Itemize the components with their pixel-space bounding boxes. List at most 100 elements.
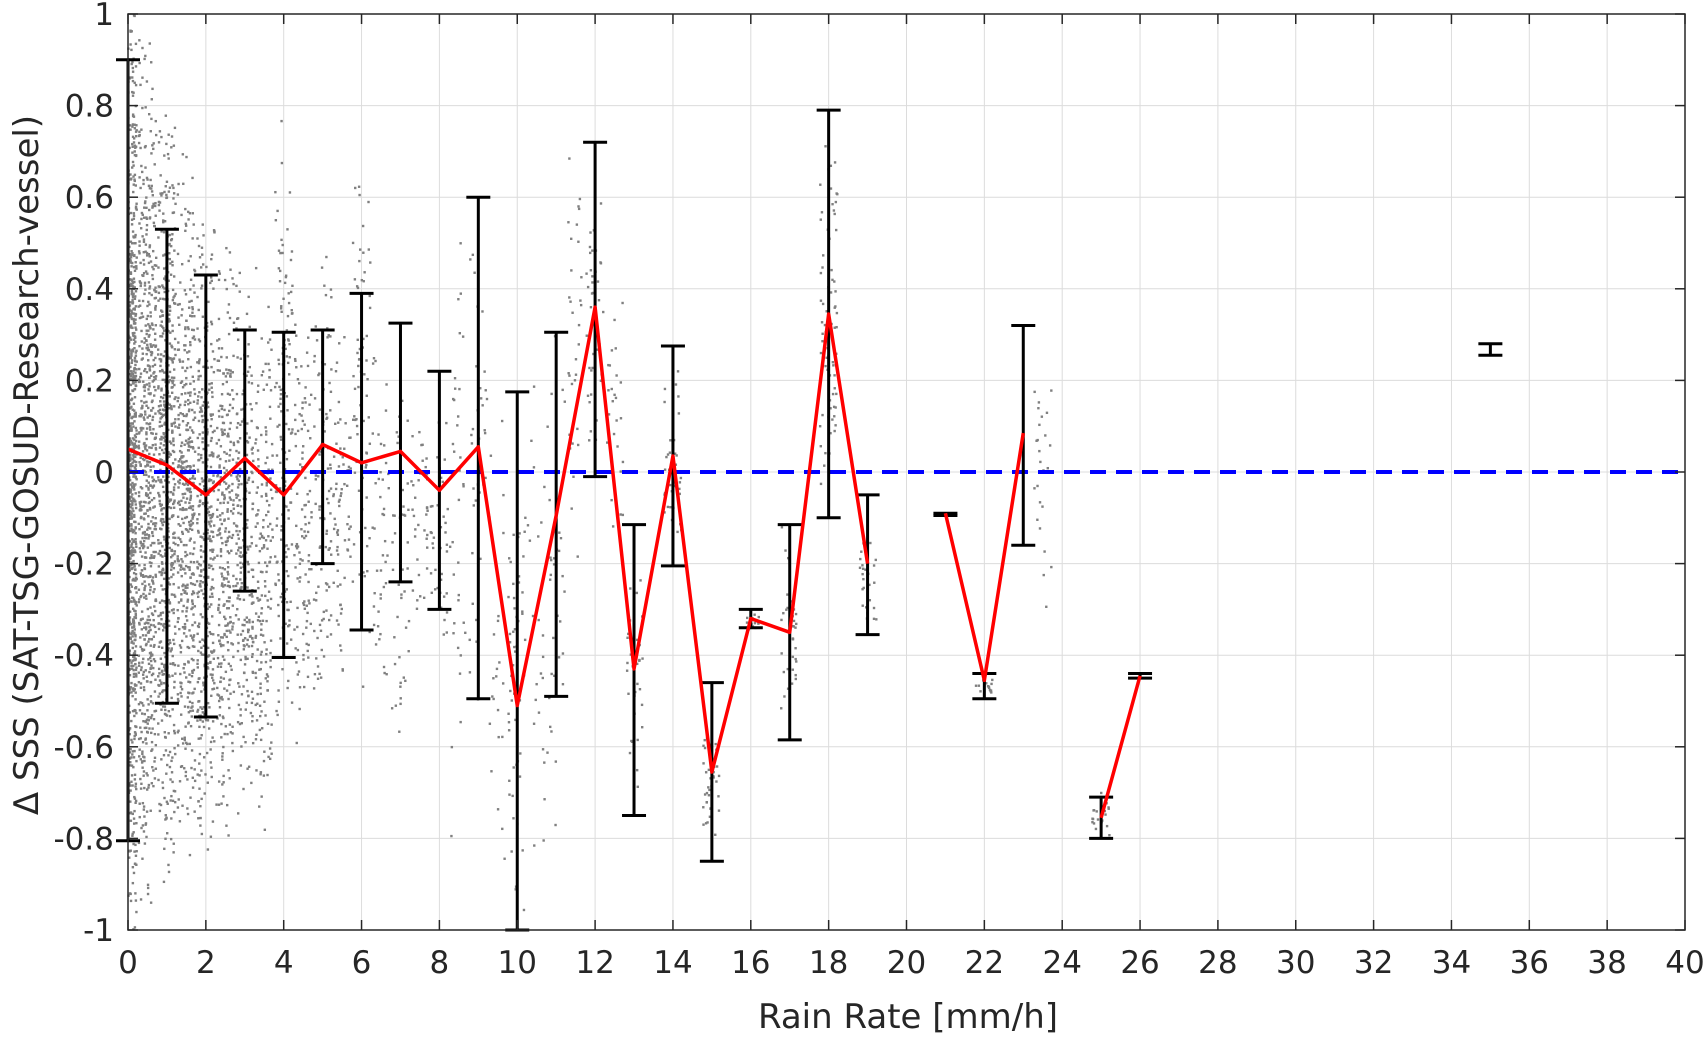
scatter-point: [236, 356, 238, 358]
scatter-point: [678, 412, 680, 414]
scatter-point: [365, 496, 367, 498]
scatter-point: [133, 521, 135, 523]
scatter-point: [342, 463, 344, 465]
scatter-point: [291, 701, 293, 703]
scatter-point: [153, 605, 155, 607]
scatter-point: [145, 401, 147, 403]
scatter-point: [180, 598, 182, 600]
scatter-point: [165, 194, 167, 196]
scatter-point: [142, 531, 144, 533]
scatter-point: [278, 267, 280, 269]
scatter-point: [134, 785, 136, 787]
scatter-point: [151, 542, 153, 544]
scatter-point: [385, 673, 387, 675]
scatter-point: [229, 777, 231, 779]
scatter-point: [197, 773, 199, 775]
scatter-point: [172, 493, 174, 495]
scatter-point: [232, 534, 234, 536]
scatter-point: [143, 564, 145, 566]
scatter-point: [150, 681, 152, 683]
scatter-point: [294, 566, 296, 568]
scatter-point: [132, 230, 134, 232]
scatter-point: [259, 550, 261, 552]
scatter-point: [192, 505, 194, 507]
scatter-point: [270, 389, 272, 391]
scatter-point: [278, 615, 280, 617]
scatter-point: [151, 766, 153, 768]
scatter-point: [202, 404, 204, 406]
scatter-point: [135, 783, 137, 785]
scatter-point: [588, 401, 590, 403]
scatter-point: [366, 378, 368, 380]
scatter-point: [135, 65, 137, 67]
scatter-point: [472, 487, 474, 489]
scatter-point: [184, 230, 186, 232]
scatter-point: [144, 501, 146, 503]
scatter-point: [549, 578, 551, 580]
scatter-point: [168, 518, 170, 520]
scatter-point: [508, 721, 510, 723]
scatter-point: [146, 731, 148, 733]
scatter-point: [144, 389, 146, 391]
scatter-point: [444, 458, 446, 460]
scatter-point: [834, 161, 836, 163]
scatter-point: [147, 359, 149, 361]
scatter-point: [207, 782, 209, 784]
scatter-point: [169, 602, 171, 604]
scatter-point: [432, 547, 434, 549]
scatter-point: [552, 637, 554, 639]
scatter-point: [210, 258, 212, 260]
scatter-point: [213, 358, 215, 360]
scatter-point: [169, 799, 171, 801]
scatter-point: [208, 535, 210, 537]
scatter-point: [238, 704, 240, 706]
scatter-point: [163, 797, 165, 799]
scatter-point: [347, 549, 349, 551]
scatter-point: [181, 393, 183, 395]
scatter-point: [180, 465, 182, 467]
scatter-point: [155, 522, 157, 524]
scatter-point: [131, 398, 133, 400]
scatter-point: [131, 502, 133, 504]
scatter-point: [223, 659, 225, 661]
scatter-point: [232, 371, 234, 373]
scatter-point: [155, 264, 157, 266]
scatter-point: [152, 523, 154, 525]
scatter-point: [188, 350, 190, 352]
scatter-point: [193, 646, 195, 648]
scatter-point: [178, 482, 180, 484]
scatter-point: [269, 652, 271, 654]
scatter-point: [154, 333, 156, 335]
scatter-point: [641, 704, 643, 706]
scatter-point: [295, 545, 297, 547]
scatter-point: [297, 673, 299, 675]
scatter-point: [183, 671, 185, 673]
scatter-point: [179, 568, 181, 570]
scatter-point: [236, 412, 238, 414]
scatter-point: [226, 540, 228, 542]
scatter-point: [475, 499, 477, 501]
scatter-point: [459, 242, 461, 244]
scatter-point: [145, 431, 147, 433]
scatter-point: [188, 307, 190, 309]
scatter-point: [218, 338, 220, 340]
scatter-point: [152, 582, 154, 584]
scatter-point: [143, 58, 145, 60]
scatter-point: [249, 366, 251, 368]
scatter-point: [138, 523, 140, 525]
scatter-point: [149, 315, 151, 317]
scatter-point: [330, 368, 332, 370]
scatter-point: [339, 604, 341, 606]
scatter-point: [173, 444, 175, 446]
scatter-point: [159, 417, 161, 419]
scatter-point: [171, 756, 173, 758]
scatter-point: [161, 311, 163, 313]
scatter-point: [163, 507, 165, 509]
scatter-point: [142, 634, 144, 636]
scatter-point: [227, 433, 229, 435]
scatter-point: [189, 743, 191, 745]
scatter-point: [251, 715, 253, 717]
scatter-point: [159, 425, 161, 427]
scatter-point: [425, 513, 427, 515]
scatter-point: [152, 432, 154, 434]
